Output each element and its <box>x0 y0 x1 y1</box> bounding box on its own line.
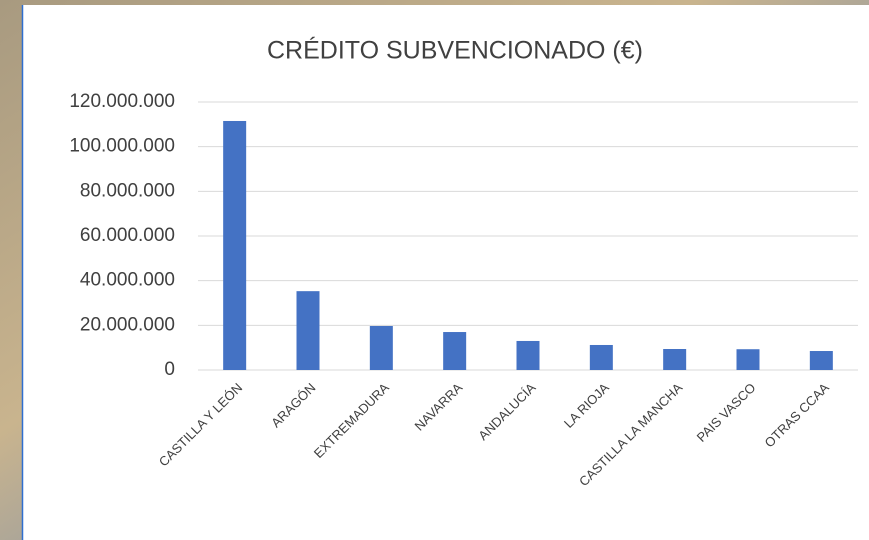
y-tick-label: 120.000.000 <box>69 91 175 112</box>
y-tick-label: 80.000.000 <box>80 180 175 201</box>
bar <box>369 326 393 370</box>
bar <box>809 351 833 370</box>
bar <box>516 340 540 370</box>
chart-title: CRÉDITO SUBVENCIONADO (€) <box>267 36 643 65</box>
y-tick-label: 20.000.000 <box>80 314 175 335</box>
chart-area <box>22 5 869 540</box>
y-tick-label: 40.000.000 <box>80 270 175 291</box>
bar <box>443 332 467 370</box>
bar <box>663 349 687 370</box>
y-tick-label: 100.000.000 <box>69 136 175 157</box>
y-tick-label: 0 <box>164 359 175 380</box>
bar <box>296 291 320 370</box>
y-tick-label: 60.000.000 <box>80 225 175 246</box>
bar <box>736 349 760 370</box>
bar <box>589 344 613 370</box>
bar <box>223 120 247 370</box>
